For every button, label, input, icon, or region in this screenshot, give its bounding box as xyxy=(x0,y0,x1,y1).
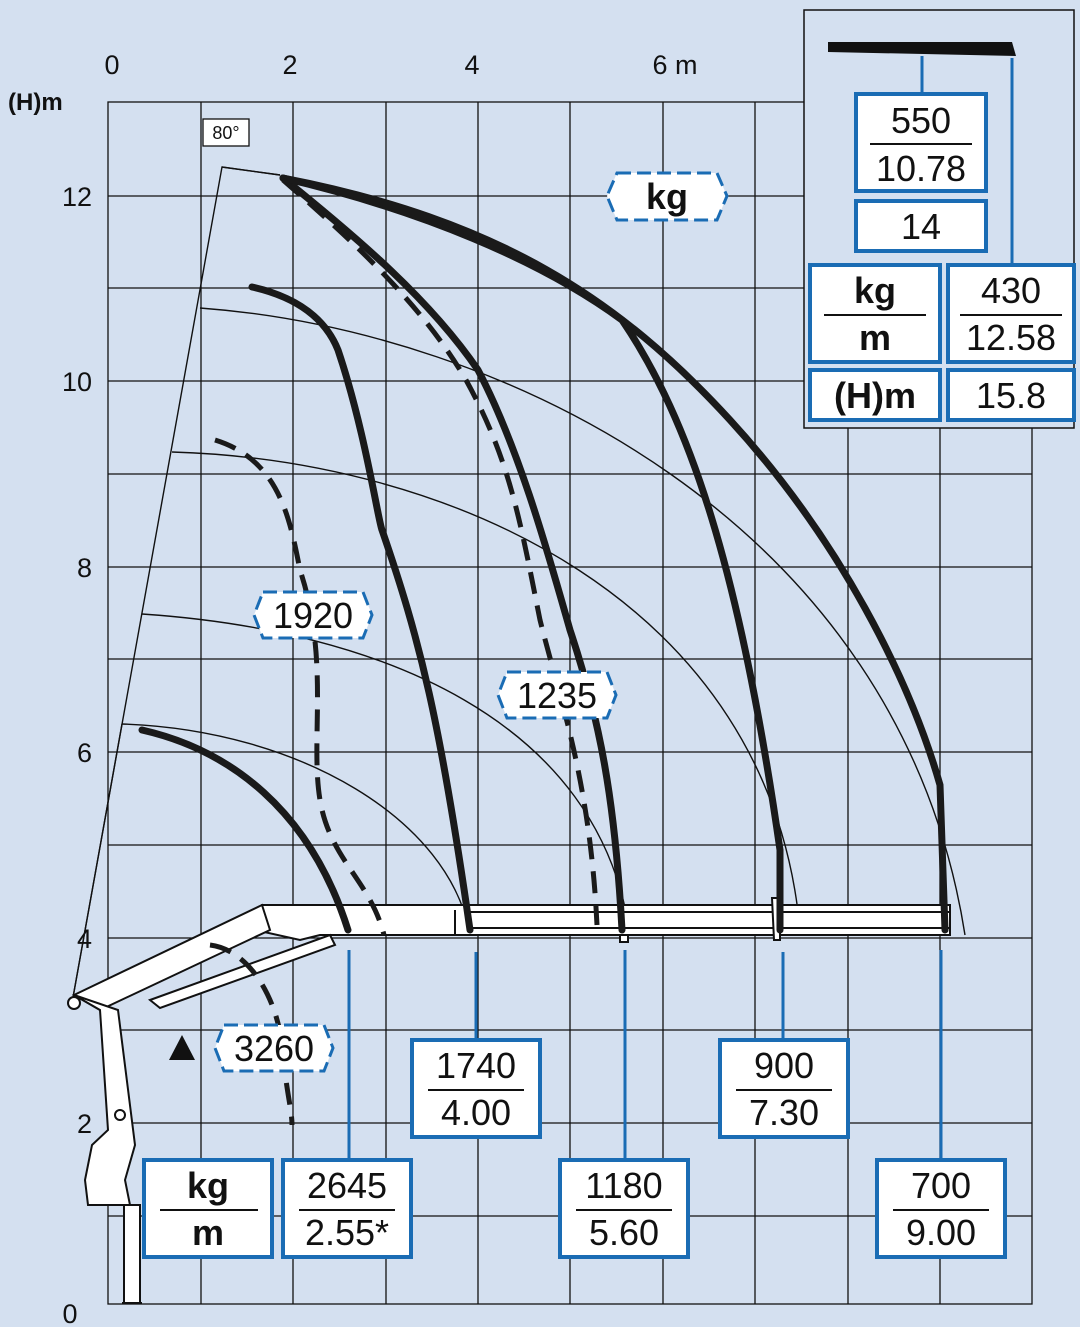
legend-kg: kg xyxy=(187,1165,229,1206)
angle-label: 80° xyxy=(212,123,239,143)
y-tick-2: 2 xyxy=(77,1109,92,1139)
capacity-1235-label: 1235 xyxy=(517,675,597,716)
x-tick-2: 2 xyxy=(282,50,297,80)
y-tick-4: 4 xyxy=(77,924,92,954)
x-tick-4: 4 xyxy=(464,50,479,80)
kg-badge: kg xyxy=(605,171,729,222)
inset-tip-kg: 430 xyxy=(981,270,1041,311)
load-box-700-m: 9.00 xyxy=(906,1212,976,1253)
load-box-2645-kg: 2645 xyxy=(307,1165,387,1206)
load-box-1180: 1180 5.60 xyxy=(558,1158,690,1259)
inset-height-label: (H)m xyxy=(834,375,916,416)
load-curves xyxy=(138,174,949,934)
y-tick-12: 12 xyxy=(62,182,92,212)
load-box-2645-m: 2.55* xyxy=(305,1212,389,1253)
angle-box xyxy=(202,118,250,147)
jib-inset: 550 10.78 14 kg m 430 12.58 (H)m 15.8 xyxy=(803,9,1076,429)
jib-icon xyxy=(828,42,1016,56)
inset-unit-kg: kg xyxy=(854,270,896,311)
y-tick-8: 8 xyxy=(77,553,92,583)
y-axis-label: (H)m xyxy=(8,89,63,116)
y-tick-6: 6 xyxy=(77,738,92,768)
capacity-badge-1920: 1920 xyxy=(252,590,374,640)
y-tick-10: 10 xyxy=(62,367,92,397)
load-box-2645: 2645 2.55* xyxy=(281,1158,413,1259)
inset-jib-count: 14 xyxy=(901,206,941,247)
x-tick-0: 0 xyxy=(104,50,119,80)
x-tick-6: 6 m xyxy=(652,50,697,80)
load-box-900-m: 7.30 xyxy=(749,1092,819,1133)
y-tick-0: 0 xyxy=(62,1299,77,1327)
legend-m: m xyxy=(192,1212,224,1253)
inset-height-value: 15.8 xyxy=(976,375,1046,416)
load-box-1180-m: 5.60 xyxy=(589,1212,659,1253)
load-box-700: 700 9.00 xyxy=(875,1158,1007,1259)
capacity-badge-3260: 3260 xyxy=(169,1023,335,1073)
legend-box: kg m xyxy=(142,1158,274,1259)
load-box-1740-m: 4.00 xyxy=(441,1092,511,1133)
dashed-curves xyxy=(209,178,600,1126)
load-box-700-kg: 700 xyxy=(911,1165,971,1206)
load-box-1740: 1740 4.00 xyxy=(410,1038,542,1139)
load-box-900-kg: 900 xyxy=(754,1045,814,1086)
load-box-1180-kg: 1180 xyxy=(585,1165,662,1206)
inset-jib-m: 10.78 xyxy=(876,148,966,189)
load-box-900: 900 7.30 xyxy=(718,1038,850,1139)
capacity-3260-label: 3260 xyxy=(234,1028,314,1069)
crane-boom xyxy=(67,897,951,1304)
inset-unit-m: m xyxy=(859,317,891,358)
connectors xyxy=(347,950,943,1160)
capacity-badge-1235: 1235 xyxy=(496,670,618,720)
capacity-1920-label: 1920 xyxy=(273,595,353,636)
warning-triangle-icon xyxy=(169,1035,195,1060)
inset-tip-m: 12.58 xyxy=(966,317,1056,358)
load-box-1740-kg: 1740 xyxy=(436,1045,516,1086)
kg-badge-label: kg xyxy=(646,176,688,217)
inset-jib-kg: 550 xyxy=(891,100,951,141)
